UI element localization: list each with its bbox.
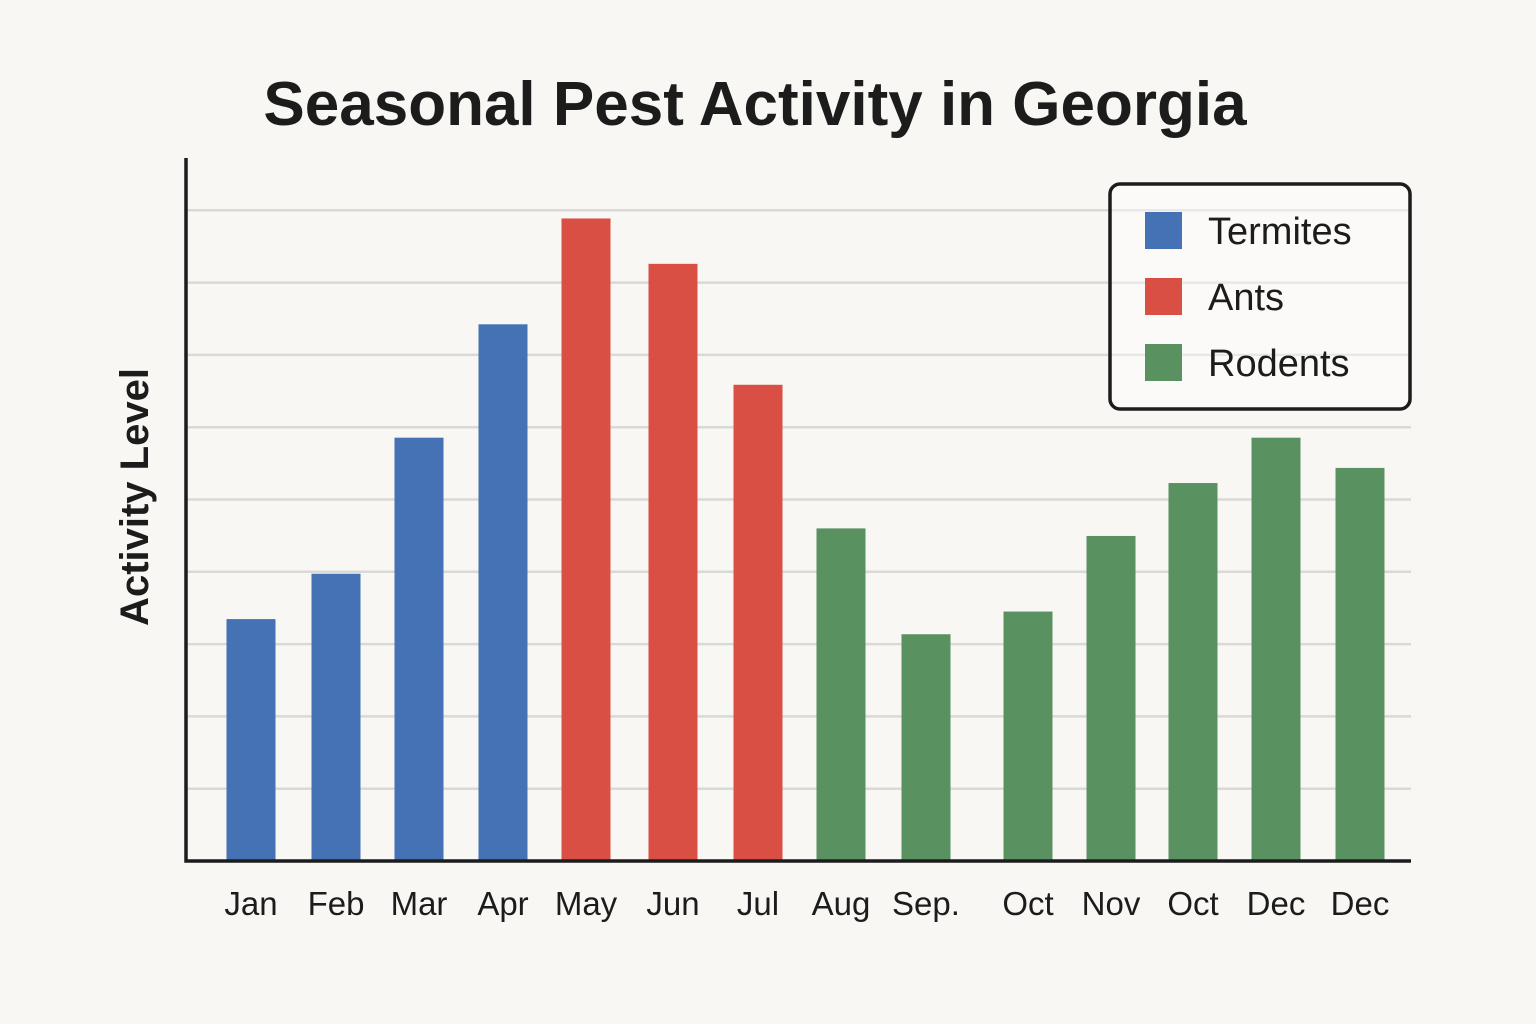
x-tick-label: Feb bbox=[308, 885, 365, 922]
bar-rodents-11 bbox=[1086, 535, 1136, 861]
y-axis-label: Activity Level bbox=[113, 368, 157, 626]
x-tick-labels: Jan Feb Mar Apr May Jun Jul Aug Sep. Oct Nov Oct Dec… bbox=[224, 885, 1389, 922]
bar-rodents-14 bbox=[1335, 467, 1385, 861]
legend-box bbox=[1108, 182, 1412, 411]
legend-label-ants: Ants bbox=[1208, 277, 1284, 319]
x-tick-label: Mar bbox=[391, 885, 448, 922]
bar-termites-4 bbox=[478, 324, 528, 861]
x-tick-label: Nov bbox=[1082, 885, 1141, 922]
chart-title: Seasonal Pest Activity in Georgia bbox=[263, 70, 1247, 139]
x-tick-label: May bbox=[555, 885, 618, 922]
bar-ants-5 bbox=[561, 218, 611, 861]
x-tick-label: Jul bbox=[737, 885, 779, 922]
bar-ants-6 bbox=[648, 263, 698, 861]
bar-rodents-10 bbox=[1003, 611, 1053, 861]
x-tick-label: Aug bbox=[812, 885, 871, 922]
bar-rodents-8 bbox=[816, 528, 866, 861]
legend-swatch-termites bbox=[1145, 212, 1182, 249]
chart-axes bbox=[184, 158, 1411, 863]
legend-label-termites: Termites bbox=[1208, 211, 1352, 253]
legend-label-rodents: Rodents bbox=[1208, 343, 1350, 385]
x-tick-label: Jun bbox=[646, 885, 699, 922]
bar-termites-1 bbox=[226, 619, 276, 861]
x-tick-label: Oct bbox=[1002, 885, 1053, 922]
x-tick-label: Oct bbox=[1167, 885, 1218, 922]
bars bbox=[226, 218, 1385, 861]
gridlines bbox=[186, 209, 1411, 790]
x-tick-label: Dec bbox=[1331, 885, 1390, 922]
x-tick-label: Jan bbox=[224, 885, 277, 922]
bar-termites-2 bbox=[311, 573, 361, 861]
legend-swatch-ants bbox=[1145, 278, 1182, 315]
bar-termites-3 bbox=[394, 437, 444, 861]
legend: Termites Ants Rodents bbox=[1108, 182, 1412, 411]
bar-rodents-12 bbox=[1168, 483, 1218, 861]
x-tick-label: Sep. bbox=[892, 885, 960, 922]
bar-ants-7 bbox=[733, 384, 783, 861]
x-tick-label: Dec bbox=[1247, 885, 1306, 922]
bar-rodents-13 bbox=[1251, 437, 1301, 861]
legend-swatch-rodents bbox=[1145, 344, 1182, 381]
bar-rodents-9 bbox=[901, 634, 951, 861]
x-tick-label: Apr bbox=[477, 885, 528, 922]
